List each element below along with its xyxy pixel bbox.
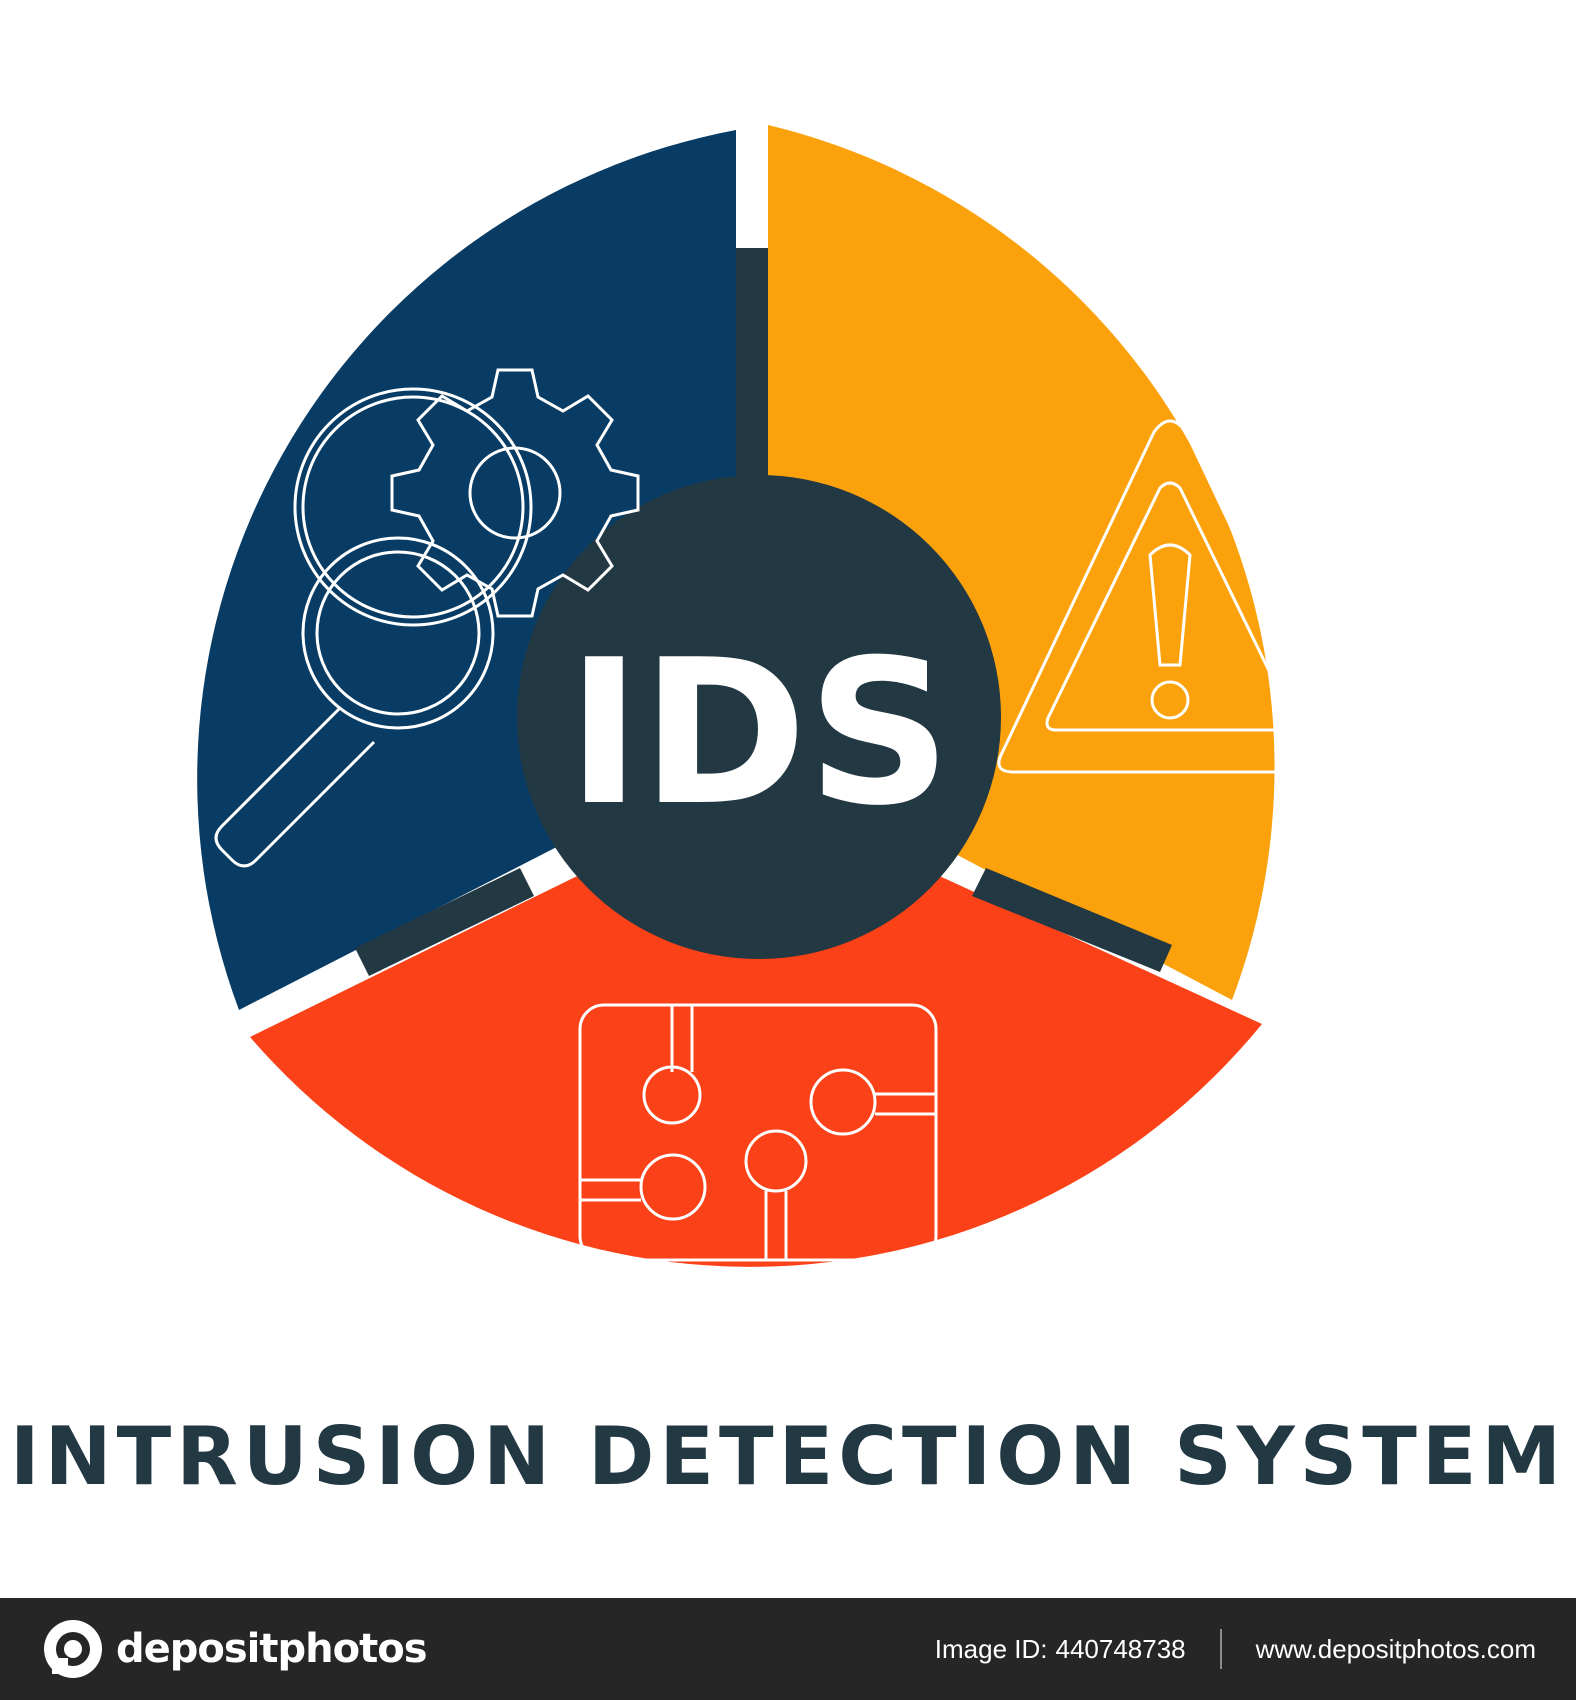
logo-text: depositphotos [116,1626,428,1672]
warning-icon [997,419,1343,774]
camera-lens-icon [44,1620,102,1678]
footer-logo[interactable]: depositphotos [42,1618,428,1680]
image-id-value: 440748738 [1055,1633,1186,1664]
inner-accent-top [736,248,768,488]
diagram-title: INTRUSION DETECTION SYSTEM [9,1410,1567,1503]
center-circle [517,475,1001,959]
ids-diagram: IDS [197,125,1343,1267]
image-id-label: Image ID: [934,1633,1048,1664]
magnifier-gear-icon [214,368,640,868]
circuit-icon [578,1003,938,1262]
inner-accent-right [972,868,1172,972]
website-link[interactable]: www.depositphotos.com [1255,1633,1536,1664]
inner-accent-left [355,868,534,976]
footer-meta: Image ID: 440748738 www.depositphotos.co… [935,1598,1536,1700]
footer-bar: depositphotos Image ID: 440748738 www.de… [0,1598,1576,1700]
footer-divider [1219,1629,1222,1669]
center-label: IDS [567,617,951,850]
